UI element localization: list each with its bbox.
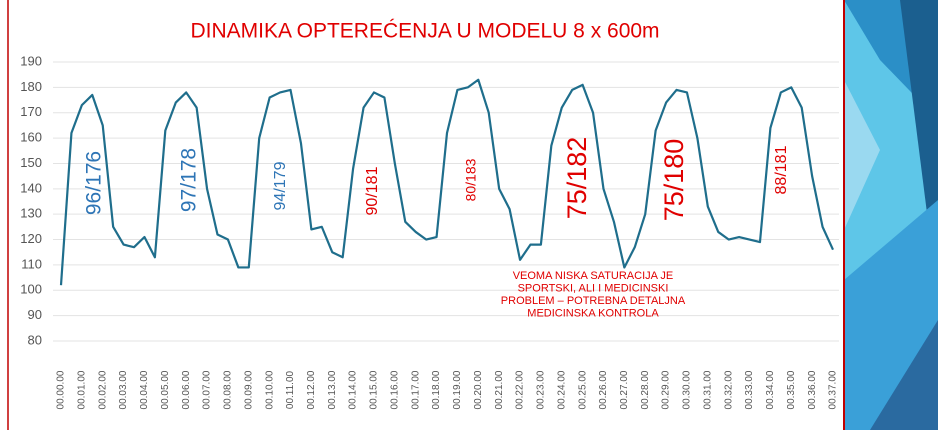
x-tick-label: 00.15.00	[369, 370, 380, 409]
note-line: MEDICINSKA KONTROLA	[527, 307, 659, 319]
y-tick-label: 120	[20, 231, 42, 246]
x-tick-label: 00.01.00	[77, 370, 88, 409]
x-tick-label: 00.36.00	[807, 370, 818, 409]
x-tick-label: 00.13.00	[327, 370, 338, 409]
x-tick-label: 00.18.00	[431, 370, 442, 409]
y-tick-label: 170	[20, 104, 42, 119]
x-tick-label: 00.11.00	[285, 370, 296, 409]
x-tick-label: 00.25.00	[577, 370, 588, 409]
annotation: 97/178	[178, 148, 201, 212]
x-tick-label: 00.05.00	[160, 370, 171, 409]
x-tick-label: 00.09.00	[243, 370, 254, 409]
data-line	[59, 78, 835, 286]
x-tick-label: 00.08.00	[223, 370, 234, 409]
x-tick-label: 00.12.00	[306, 370, 317, 409]
x-tick-label: 00.03.00	[118, 370, 129, 409]
x-tick-label: 00.02.00	[97, 370, 108, 409]
y-tick-label: 160	[20, 130, 42, 145]
note-line: VEOMA NISKA SATURACIJA JE	[513, 270, 674, 282]
side-shape	[844, 80, 880, 230]
x-tick-label: 00.17.00	[410, 370, 421, 409]
annotation: 94/179	[272, 161, 289, 210]
x-tick-label: 00.24.00	[556, 370, 567, 409]
x-tick-label: 00.14.00	[348, 370, 359, 409]
x-tick-label: 00.28.00	[640, 370, 651, 409]
x-tick-label: 00.30.00	[682, 370, 693, 409]
side-decoration	[844, 0, 938, 430]
x-tick-label: 00.35.00	[786, 370, 797, 409]
x-tick-label: 00.29.00	[661, 370, 672, 409]
chart-title: DINAMIKA OPTEREĆENJA U MODELU 8 x 600m	[190, 20, 659, 43]
x-tick-label: 00.32.00	[723, 370, 734, 409]
x-tick-label: 00.10.00	[264, 370, 275, 409]
side-shape	[870, 320, 938, 430]
x-tick-label: 00.34.00	[765, 370, 776, 409]
y-tick-label: 140	[20, 180, 42, 195]
annotation: 88/181	[773, 145, 790, 194]
note-line: PROBLEM – POTREBNA DETALJNA	[501, 295, 686, 307]
y-tick-label: 80	[28, 332, 42, 347]
x-tick-label: 00.22.00	[515, 370, 526, 409]
annotation: 75/180	[659, 139, 689, 222]
annotation: 90/181	[364, 166, 381, 215]
x-tick-label: 00.16.00	[389, 370, 400, 409]
x-tick-label: 00.21.00	[494, 370, 505, 409]
x-tick-label: 00.04.00	[139, 370, 150, 409]
x-tick-label: 00.20.00	[473, 370, 484, 409]
x-tick-label: 00.23.00	[536, 370, 547, 409]
x-tick-label: 00.37.00	[828, 370, 839, 409]
x-tick-label: 00.26.00	[598, 370, 609, 409]
y-tick-label: 190	[20, 53, 42, 68]
note-line: SPORTSKI, ALI I MEDICINSKI	[518, 282, 669, 294]
annotation: 96/176	[83, 151, 106, 215]
x-tick-label: 00.06.00	[181, 370, 192, 409]
annotation: 75/182	[562, 137, 592, 220]
y-tick-label: 130	[20, 206, 42, 221]
x-tick-label: 00.31.00	[702, 370, 713, 409]
y-tick-label: 150	[20, 155, 42, 170]
x-tick-label: 00.07.00	[202, 370, 213, 409]
x-tick-label: 00.00.00	[56, 370, 67, 409]
x-tick-label: 00.33.00	[744, 370, 755, 409]
x-tick-label: 00.27.00	[619, 370, 630, 409]
y-tick-label: 90	[28, 307, 42, 322]
y-tick-label: 110	[21, 256, 42, 271]
annotation: 80/183	[463, 158, 479, 201]
y-tick-label: 100	[20, 282, 42, 297]
x-tick-label: 00.19.00	[452, 370, 463, 409]
y-tick-label: 180	[20, 79, 42, 94]
